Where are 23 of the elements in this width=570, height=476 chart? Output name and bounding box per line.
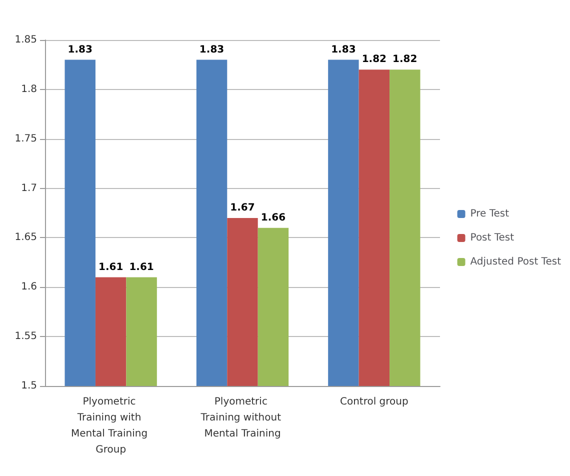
data-label: 1.83	[68, 44, 92, 56]
data-label: 1.67	[230, 202, 255, 214]
y-tick-label: 1.5	[21, 380, 37, 392]
data-label: 1.82	[392, 54, 418, 66]
legend-label: Pre Test	[470, 208, 510, 220]
data-label: 1.83	[331, 44, 356, 56]
data-label: 1.66	[260, 212, 286, 224]
y-tick-label: 1.6	[21, 282, 37, 293]
y-tick-label: 1.65	[14, 232, 37, 244]
x-tick-label: Control group	[340, 396, 408, 408]
legend-label: Adjusted Post Test	[470, 256, 562, 268]
y-tick-label: 1.8	[21, 84, 37, 95]
x-tick-label: Plyometric Training without Mental Training	[200, 396, 284, 440]
y-tick-label: 1.55	[14, 331, 37, 342]
data-label: 1.61	[98, 262, 124, 273]
y-tick-label: 1.85	[14, 34, 37, 46]
data-label: 1.82	[362, 54, 387, 66]
data-label: 1.83	[199, 44, 224, 56]
data-label: 1.61	[129, 262, 154, 273]
y-tick-label: 1.75	[14, 133, 37, 144]
y-tick-label: 1.7	[21, 182, 37, 194]
x-tick-label: Plyometric Training with Mental Training Group	[70, 396, 151, 456]
legend-label: Post Test	[470, 232, 514, 244]
